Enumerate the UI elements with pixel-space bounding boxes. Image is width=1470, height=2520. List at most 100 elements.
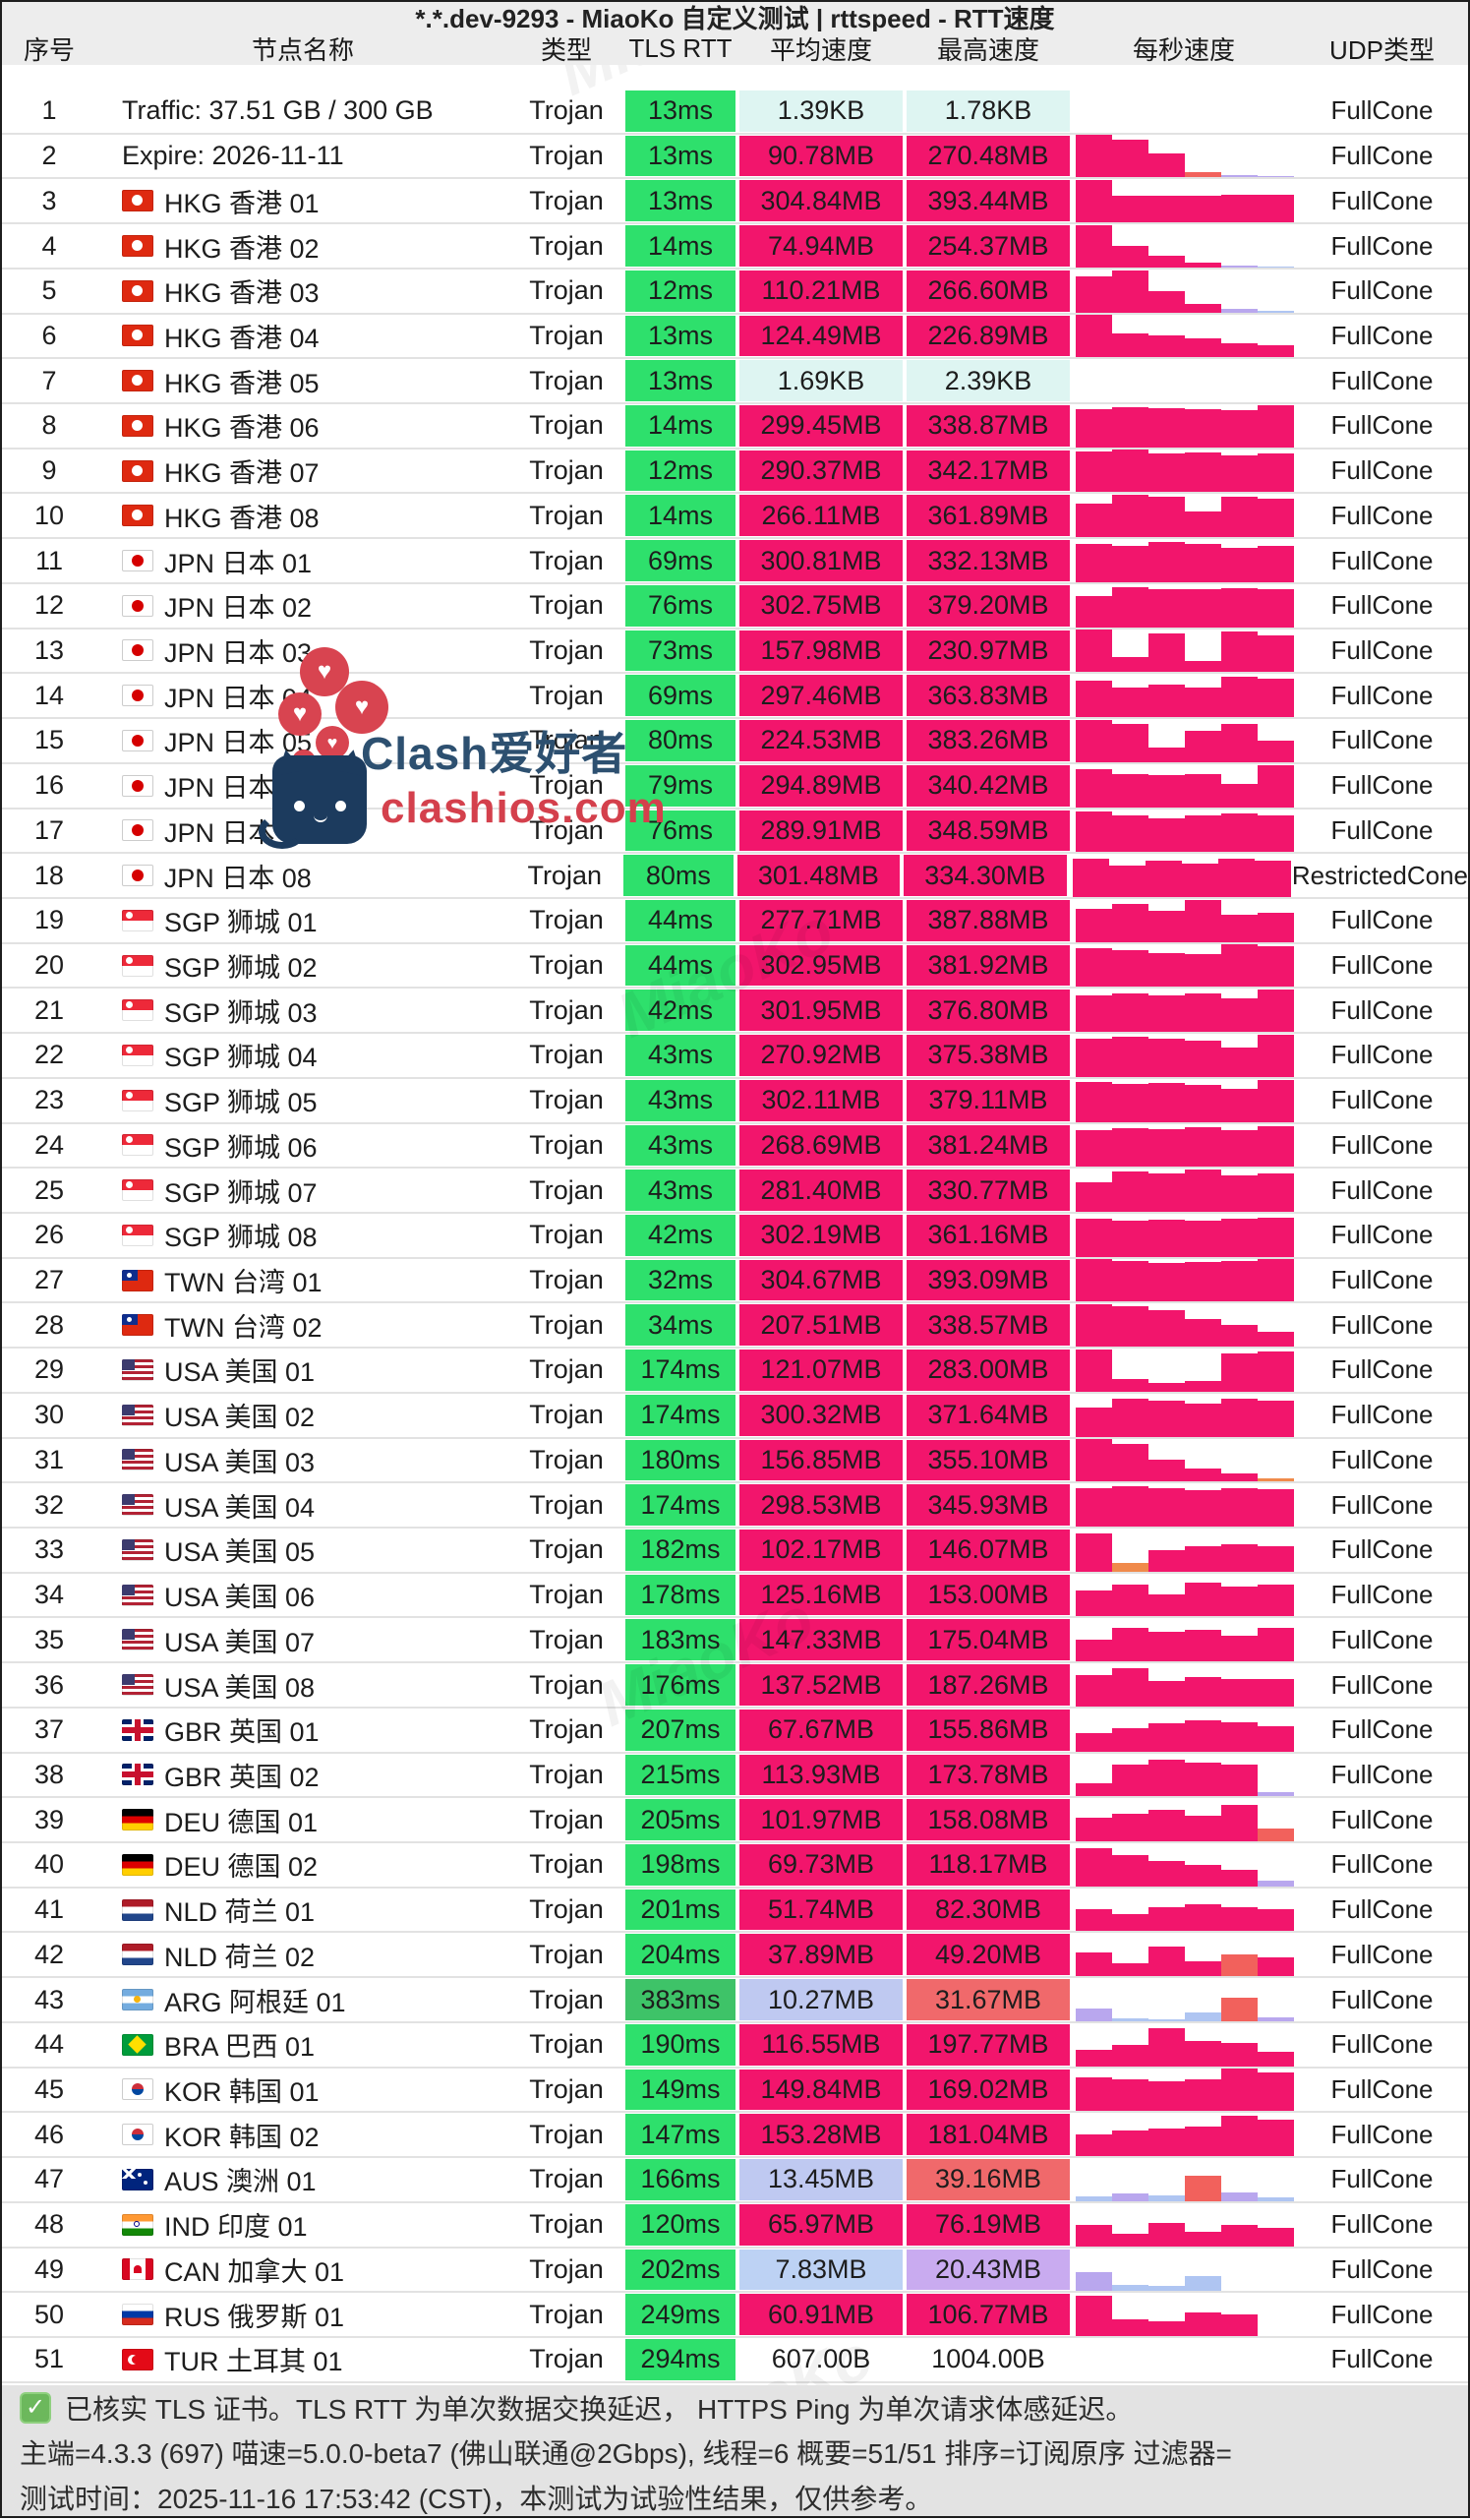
window-title: *.*.dev-9293 - MiaoKo 自定义测试 | rttspeed -… (2, 2, 1468, 33)
speed-bar (1258, 588, 1294, 628)
table-row: 38 GBR 英国 02 Trojan 215ms 113.93MB 173.78MB Fu… (2, 1753, 1468, 1799)
per-second-speed-chart (1072, 315, 1296, 358)
max-speed-cell: 146.07MB (905, 1529, 1072, 1572)
node-type: Trojan (529, 1085, 604, 1115)
avg-speed-cell: 304.84MB (737, 179, 905, 222)
table-row: 37 GBR 英国 01 Trojan 207ms 67.67MB 155.86MB Ful… (2, 1708, 1468, 1754)
row-index: 47 (33, 2164, 65, 2194)
speed-bar (1258, 1126, 1294, 1168)
max-speed-cell: 173.78MB (905, 1754, 1072, 1797)
node-type: Trojan (529, 1489, 604, 1520)
udp-type: FullCone (1330, 2119, 1434, 2149)
speed-bar (1258, 1332, 1294, 1348)
row-index: 4 (41, 230, 57, 261)
node-name: DEU 德国 02 (96, 1843, 509, 1887)
speed-bar (1076, 719, 1112, 762)
speed-bar (1258, 499, 1294, 538)
speed-bar (1258, 1034, 1294, 1077)
row-index: 25 (33, 1174, 65, 1205)
speed-bar (1258, 764, 1294, 808)
speed-bar (1258, 2016, 1294, 2021)
node-type: Trojan (529, 455, 604, 486)
speed-bar (1221, 1997, 1258, 2021)
tls-rtt-cell: 149ms (623, 2069, 737, 2112)
speed-bar (1112, 406, 1148, 448)
speed-bar (1181, 863, 1218, 897)
max-speed-cell: 187.26MB (905, 1663, 1072, 1707)
row-index: 43 (33, 1984, 65, 2014)
max-speed-cell: 158.08MB (905, 1798, 1072, 1841)
table-row: 42 NLD 荷兰 02 Trojan 204ms 37.89MB 49.20MB Full… (2, 1933, 1468, 1979)
speed-bar (1185, 1719, 1221, 1752)
row-index: 7 (41, 365, 57, 395)
speed-bar (1112, 270, 1148, 313)
avg-speed-cell: 299.45MB (737, 404, 905, 448)
udp-type: FullCone (1330, 185, 1434, 215)
node-name-label: DEU 德国 02 (164, 1852, 319, 1883)
per-second-speed-chart (1072, 90, 1296, 133)
speed-bar (1076, 1439, 1112, 1482)
flag-icon-us (122, 1629, 153, 1651)
speed-bar (1258, 2227, 1294, 2247)
speed-bar (1185, 338, 1221, 358)
node-type: Trojan (529, 634, 604, 665)
speed-bar (1112, 1378, 1148, 1392)
table-header: 序号 节点名称 类型 TLS RTT 平均速度 最高速度 每秒速度 UDP类型 (2, 31, 1468, 65)
speed-bar (1221, 409, 1258, 448)
tls-rtt-cell: 43ms (623, 1079, 737, 1122)
speed-bar (1221, 195, 1258, 223)
speed-bar (1148, 1680, 1185, 1707)
speed-bar (1076, 1349, 1112, 1392)
avg-speed-cell: 157.98MB (737, 630, 905, 673)
node-type: Trojan (529, 1129, 604, 1160)
per-second-speed-chart (1072, 494, 1296, 538)
node-name: USA 美国 05 (96, 1529, 509, 1572)
row-index: 21 (33, 994, 65, 1025)
per-second-speed-chart (1072, 1349, 1296, 1392)
flag-icon-sg (122, 1134, 153, 1157)
tls-rtt-cell: 43ms (623, 1169, 737, 1212)
speed-bar (1258, 1350, 1294, 1392)
row-index: 31 (33, 1444, 65, 1474)
udp-type: FullCone (1330, 320, 1434, 350)
speed-bar (1112, 1814, 1148, 1842)
flag-icon-sg (122, 909, 153, 931)
table-row: 35 USA 美国 07 Trojan 183ms 147.33MB 175.04MB Fu… (2, 1618, 1468, 1664)
tls-rtt-cell: 14ms (623, 224, 737, 268)
speed-bar (1076, 315, 1112, 358)
speed-bar (1076, 2272, 1112, 2292)
speed-bar (1221, 1174, 1258, 1212)
udp-type: FullCone (1330, 1804, 1434, 1834)
row-index: 44 (33, 2029, 65, 2060)
avg-speed-cell: 304.67MB (737, 1259, 905, 1302)
node-type: Trojan (529, 2073, 604, 2104)
speed-bar (1258, 1678, 1294, 1707)
udp-type: FullCone (1330, 1624, 1434, 1654)
avg-speed-cell: 297.46MB (737, 674, 905, 717)
speed-bar (1185, 2079, 1221, 2112)
speed-bar (1258, 1880, 1294, 1887)
speed-bar (1112, 903, 1148, 942)
speed-bar (1148, 1460, 1185, 1482)
footer-line-3: 测试时间：2025-11-16 17:53:42 (CST)，本测试为试验性结果… (20, 2475, 1450, 2520)
table-row: 19 SGP 狮城 01 Trojan 44ms 277.71MB 387.88MB Ful… (2, 898, 1468, 944)
node-name-label: HKG 香港 06 (164, 413, 320, 444)
tls-rtt-cell: 69ms (623, 674, 737, 717)
node-name-label: NLD 荷兰 02 (164, 1942, 316, 1972)
row-index: 22 (33, 1040, 65, 1070)
flag-icon-tw (122, 1269, 153, 1291)
node-type: Trojan (529, 1804, 604, 1834)
avg-speed-cell: 270.92MB (737, 1034, 905, 1077)
speed-bar (1076, 2224, 1112, 2247)
max-speed-cell: 31.67MB (905, 1978, 1072, 2021)
udp-type: FullCone (1330, 1849, 1434, 1880)
speed-bar (1076, 1952, 1112, 1977)
node-name-label: SGP 狮城 04 (164, 1043, 318, 1073)
speed-bar (1258, 912, 1294, 942)
table-row: 39 DEU 德国 01 Trojan 205ms 101.97MB 158.08MB Fu… (2, 1798, 1468, 1844)
avg-speed-cell: 266.11MB (737, 494, 905, 537)
speed-bar (1148, 774, 1185, 808)
speed-bar (1221, 1636, 1258, 1662)
speed-bar (1258, 266, 1294, 268)
